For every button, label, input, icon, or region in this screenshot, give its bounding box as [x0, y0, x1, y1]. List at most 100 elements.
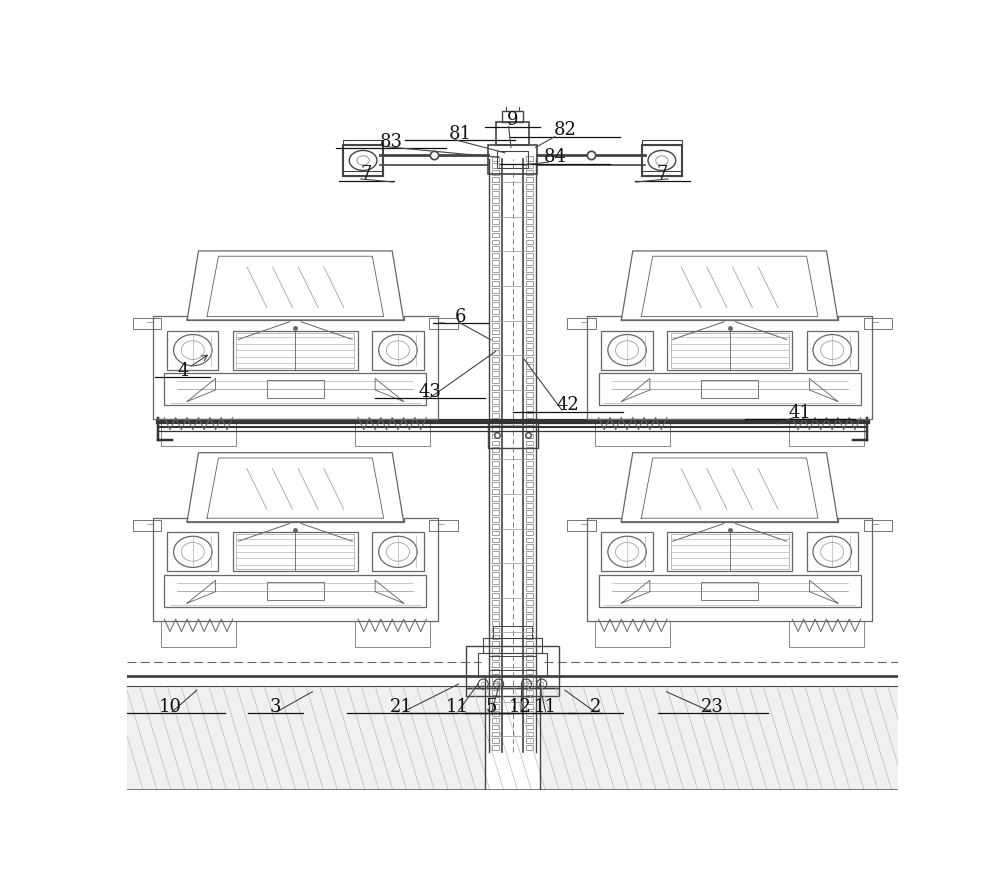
- Text: 41: 41: [788, 404, 811, 422]
- Bar: [492, 621, 499, 625]
- Bar: [492, 670, 499, 674]
- Bar: [492, 247, 499, 251]
- Bar: [492, 191, 499, 196]
- Bar: [492, 566, 499, 570]
- Bar: [492, 392, 499, 397]
- Bar: [492, 461, 499, 466]
- Bar: [489, 656, 536, 670]
- Bar: [492, 371, 499, 376]
- Bar: [233, 533, 358, 571]
- Bar: [502, 111, 523, 122]
- Text: 12: 12: [509, 698, 532, 716]
- Bar: [492, 240, 499, 244]
- Bar: [526, 621, 533, 625]
- Bar: [492, 531, 499, 535]
- Bar: [492, 218, 499, 224]
- Bar: [478, 654, 547, 677]
- Bar: [492, 344, 499, 348]
- Bar: [595, 419, 670, 446]
- Bar: [526, 309, 533, 313]
- Bar: [492, 226, 499, 231]
- Bar: [526, 641, 533, 646]
- Text: 10: 10: [158, 698, 181, 716]
- Bar: [355, 621, 430, 647]
- Bar: [372, 533, 424, 571]
- Bar: [492, 212, 499, 217]
- Bar: [526, 205, 533, 210]
- Bar: [526, 198, 533, 202]
- Bar: [642, 140, 682, 145]
- Bar: [526, 413, 533, 417]
- Bar: [492, 170, 499, 175]
- Bar: [526, 725, 533, 729]
- Bar: [599, 373, 861, 405]
- Text: 3: 3: [270, 698, 281, 716]
- Bar: [526, 579, 533, 584]
- Bar: [526, 295, 533, 300]
- Text: 84: 84: [543, 148, 566, 166]
- Bar: [492, 178, 499, 182]
- Bar: [526, 385, 533, 390]
- Bar: [492, 704, 499, 709]
- Bar: [526, 600, 533, 605]
- Bar: [492, 413, 499, 417]
- Bar: [526, 433, 533, 439]
- Bar: [526, 537, 533, 543]
- Bar: [492, 614, 499, 619]
- Bar: [492, 572, 499, 577]
- Bar: [492, 433, 499, 439]
- Bar: [526, 371, 533, 376]
- Bar: [492, 233, 499, 237]
- Bar: [526, 475, 533, 480]
- Bar: [492, 732, 499, 736]
- Bar: [492, 426, 499, 432]
- Text: 23: 23: [701, 698, 724, 716]
- Bar: [492, 420, 499, 424]
- Bar: [492, 607, 499, 612]
- Bar: [526, 662, 533, 667]
- Bar: [526, 226, 533, 231]
- Bar: [789, 621, 864, 647]
- Bar: [483, 638, 542, 654]
- Bar: [526, 288, 533, 293]
- Bar: [492, 267, 499, 272]
- Bar: [492, 475, 499, 480]
- Bar: [526, 247, 533, 251]
- Bar: [492, 510, 499, 515]
- Bar: [526, 184, 533, 189]
- Bar: [526, 718, 533, 723]
- Bar: [236, 535, 354, 569]
- Bar: [488, 145, 537, 174]
- Bar: [492, 641, 499, 646]
- Bar: [496, 122, 529, 145]
- Bar: [526, 572, 533, 577]
- Bar: [526, 322, 533, 328]
- Bar: [526, 260, 533, 266]
- Bar: [485, 677, 540, 790]
- Bar: [492, 745, 499, 750]
- Bar: [526, 406, 533, 411]
- Bar: [667, 330, 792, 369]
- Bar: [526, 482, 533, 487]
- Bar: [526, 344, 533, 348]
- Bar: [492, 489, 499, 494]
- Bar: [526, 517, 533, 521]
- Bar: [526, 710, 533, 716]
- Bar: [526, 732, 533, 736]
- Bar: [526, 683, 533, 688]
- Bar: [526, 218, 533, 224]
- Bar: [526, 392, 533, 397]
- Bar: [492, 537, 499, 543]
- Bar: [492, 710, 499, 716]
- Bar: [492, 697, 499, 702]
- Bar: [526, 455, 533, 459]
- Bar: [492, 725, 499, 729]
- Bar: [492, 683, 499, 688]
- Bar: [526, 399, 533, 404]
- Bar: [526, 357, 533, 362]
- Bar: [526, 690, 533, 694]
- Bar: [492, 281, 499, 286]
- Bar: [492, 600, 499, 605]
- Bar: [526, 531, 533, 535]
- Bar: [164, 373, 426, 405]
